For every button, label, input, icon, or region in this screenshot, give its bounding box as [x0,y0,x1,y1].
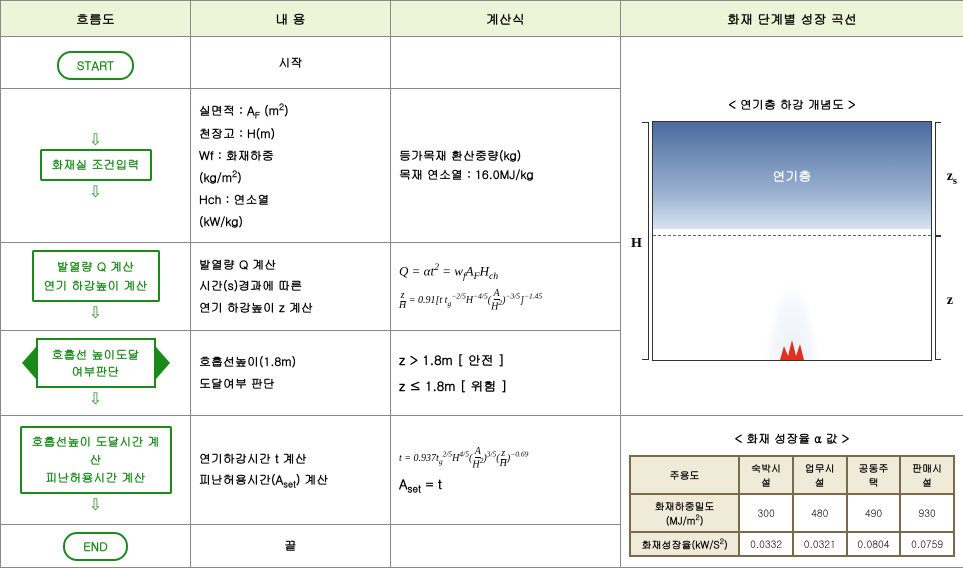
formula-r5: t = 0.937tg2/5H4/5(AH2)3/5(zH)−0.69 Aset… [391,416,621,525]
alpha-r1-0: 0.0332 [739,532,793,556]
arrow-3: ⇩ [9,302,182,322]
alpha-r0-2: 490 [847,494,901,532]
flow-end: END [63,532,128,561]
header-row: 흐름도 내 용 계산식 화재 단계별 성장 곡선 [1,1,963,37]
flow-input: 화재실 조건입력 [40,149,152,181]
eq-Q: Q = αt2 = wfAFHch [399,260,612,285]
flow-judge: 호흡선 높이도달여부판단 [36,338,156,388]
bracket-zs [935,122,941,236]
label-H: H [631,236,642,252]
main-table: 흐름도 내 용 계산식 화재 단계별 성장 곡선 START 시작 < 연기층 … [0,0,963,568]
formula-r6 [391,525,621,568]
alpha-col-3: 공동주택 [847,456,901,494]
alpha-col-2: 업무시설 [793,456,847,494]
alpha-col-4: 판매시설 [900,456,954,494]
smoke-title: < 연기층 하강 개념도 > [629,96,955,113]
formula-r4-safe: z > 1.8m [ 안전 ] [399,350,505,369]
th-formula: 계산식 [391,1,621,37]
arrow-2: ⇩ [9,181,182,201]
smoke-box: 연기층 H zs z [652,121,932,361]
flame-icon [776,336,808,360]
alpha-r0-3: 930 [900,494,954,532]
alpha-col-0: 주용도 [630,456,739,494]
alpha-title: < 화재 성장율 α 값 > [629,430,955,447]
th-diagram: 화재 단계별 성장 곡선 [621,1,963,37]
bracket-z [935,236,941,360]
alpha-head-row: 주용도 숙박시설 업무시설 공동주택 판매시설 [630,456,954,494]
content-r6: 끝 [191,525,391,568]
alpha-col-1: 숙박시설 [739,456,793,494]
alpha-r0-0: 300 [739,494,793,532]
alpha-table: 주용도 숙박시설 업무시설 공동주택 판매시설 화재하중밀도(MJ/m2) 30… [629,455,955,558]
flow-calcQ: 발열량 Q 계산연기 하강높이 계산 [32,250,160,302]
alpha-r0-1: 480 [793,494,847,532]
alpha-r1-2: 0.0804 [847,532,901,556]
smoke-label: 연기층 [773,166,812,185]
th-flow: 흐름도 [1,1,191,37]
label-zs: zs [947,169,957,187]
th-content: 내 용 [191,1,391,37]
eq-t: t = 0.937tg2/5H4/5(AH2)3/5(zH)−0.69 [399,447,612,470]
formula-r1 [391,37,621,89]
eq-zH: zH = 0.91[t tg−2/5H−4/5(AH2)−3/5]−1.45 [399,289,612,312]
formula-r4-danger: z ≤ 1.8m [ 위험 ] [399,376,507,395]
alpha-cell: < 화재 성장율 α 값 > 주용도 숙박시설 업무시설 공동주택 판매시설 화… [621,416,963,568]
smoke-diagram-cell: < 연기층 하강 개념도 > 연기층 H zs z [621,37,963,416]
arrow-1: ⇩ [9,129,182,149]
content-r4: 호흡선높이(1.8m)도달여부 판단 [191,330,391,415]
content-r3: 발열량 Q 계산시간(s)경과에 따른연기 하강높이 z 계산 [191,242,391,330]
content-r5: 연기하강시간 t 계산피난허용시간(Aset) 계산 [191,416,391,525]
alpha-r1-1: 0.0321 [793,532,847,556]
content-r1: 시작 [191,37,391,89]
formula-r2: 등가목재 환산중량(kg)목재 연소열 : 16.0MJ/kg [391,88,621,242]
arrow-5: ⇩ [9,494,182,514]
alpha-row-1: 화재성장율(kW/S2) 0.0332 0.0321 0.0804 0.0759 [630,532,954,556]
arrow-4: ⇩ [9,388,182,408]
label-z: z [947,293,953,309]
formula-r3: Q = αt2 = wfAFHch zH = 0.91[t tg−2/5H−4/… [391,242,621,330]
alpha-r1-label: 화재성장율(kW/S2) [630,532,739,556]
flow-start: START [57,51,134,80]
row-1: START 시작 < 연기층 하강 개념도 > 연기층 H zs z [1,37,963,89]
smoke-layer: 연기층 [653,122,931,229]
alpha-r0-label: 화재하중밀도(MJ/m2) [630,494,739,532]
content-r2: 실면적 : AF (m2) 천장고 : H(m) Wf : 화재하중(kg/m2… [191,88,391,242]
row-5: 호흡선높이 도달시간 계산피난허용시간 계산 ⇩ 연기하강시간 t 계산피난허용… [1,416,963,525]
formula-r4: z > 1.8m [ 안전 ] z ≤ 1.8m [ 위험 ] [391,330,621,415]
bracket-H [643,122,649,360]
alpha-r1-3: 0.0759 [900,532,954,556]
alpha-row-0: 화재하중밀도(MJ/m2) 300 480 490 930 [630,494,954,532]
flow-time: 호흡선높이 도달시간 계산피난허용시간 계산 [20,426,172,494]
